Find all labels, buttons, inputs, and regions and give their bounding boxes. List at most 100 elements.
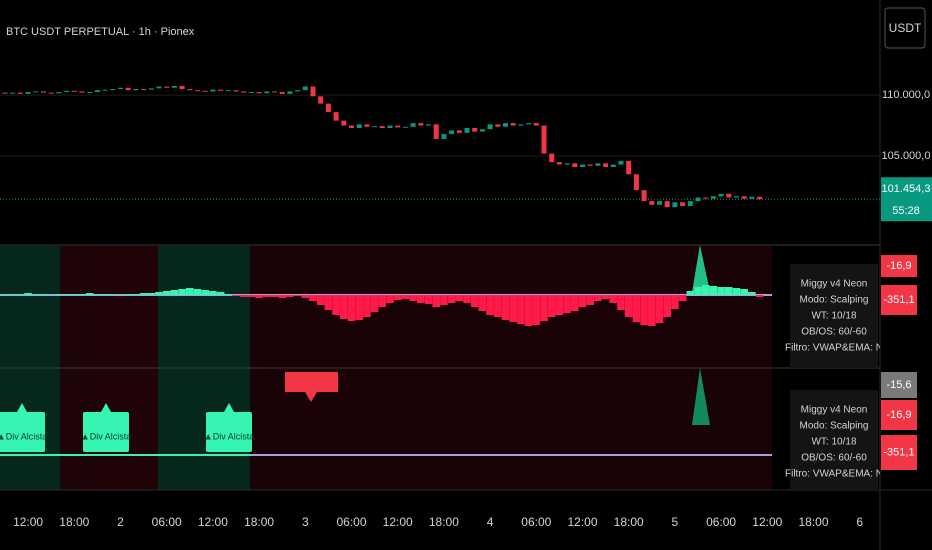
y-tick-label: 110.000,0	[882, 89, 930, 101]
candle	[341, 120, 347, 126]
candle	[318, 96, 324, 104]
histogram-bar	[755, 295, 764, 297]
histogram-bar	[663, 295, 671, 317]
info-line: Modo: Scalping	[800, 295, 869, 306]
candle	[233, 90, 239, 92]
candle	[225, 90, 231, 92]
histogram-bar	[563, 295, 571, 313]
candle	[618, 160, 624, 165]
histogram-bar	[263, 295, 271, 297]
histogram-bar	[555, 295, 564, 315]
annotation-pointer	[224, 403, 234, 412]
histogram-bar	[432, 295, 440, 307]
candle	[17, 92, 23, 94]
histogram-bar	[186, 288, 194, 295]
currency-button[interactable]	[884, 7, 926, 49]
histogram-bar	[401, 295, 410, 299]
histogram-bar	[386, 295, 394, 303]
candle	[641, 190, 647, 202]
histogram-bar	[632, 295, 641, 322]
candle	[41, 91, 46, 93]
candle	[118, 87, 123, 89]
pane-price-box	[881, 255, 917, 277]
currency-button-label[interactable]: USDT	[889, 21, 922, 35]
histogram-bar	[78, 294, 86, 295]
histogram-bar	[694, 287, 702, 295]
info-line: Filtro: VWAP&EMA: N	[785, 469, 883, 480]
histogram-bar	[732, 288, 741, 295]
candle	[287, 91, 293, 94]
histogram-bar	[586, 295, 594, 305]
histogram-bar	[424, 295, 433, 304]
candle	[325, 103, 331, 113]
pane-price-label: -16,9	[886, 260, 911, 272]
symbol-title: BTC USDT PERPETUAL · 1h · Pionex	[6, 26, 195, 38]
histogram-bar	[594, 295, 602, 301]
histogram-bar	[309, 295, 317, 301]
candle	[426, 124, 431, 126]
histogram-bar	[671, 295, 679, 309]
candle	[141, 88, 147, 90]
histogram-bar	[463, 295, 471, 303]
pane-price-box	[881, 372, 917, 398]
candle	[510, 123, 516, 126]
candle	[526, 123, 532, 125]
histogram-bar	[155, 292, 163, 295]
histogram-bar	[70, 294, 79, 295]
x-tick-label: 06:00	[152, 515, 182, 529]
histogram-bar	[686, 291, 695, 295]
candle	[56, 92, 62, 94]
x-tick-label: 18:00	[244, 515, 274, 529]
candle	[580, 164, 585, 167]
histogram-bar	[170, 290, 179, 295]
candle	[710, 196, 716, 199]
last-price-label: 101.454,3	[882, 183, 931, 195]
info-box	[790, 264, 878, 368]
x-tick-label: 3	[302, 515, 309, 529]
candle	[649, 201, 655, 205]
histogram-bar	[201, 290, 209, 295]
x-tick-label: 12:00	[567, 515, 597, 529]
annotation-box	[83, 412, 129, 452]
signal-triangle	[692, 368, 710, 425]
histogram-bar	[447, 295, 456, 303]
candle	[487, 124, 493, 130]
histogram-bar	[85, 293, 94, 295]
histogram-bar	[347, 295, 356, 321]
candle	[64, 90, 70, 93]
histogram-bar	[440, 295, 448, 305]
candle	[71, 90, 77, 92]
candle	[572, 163, 578, 167]
candle	[479, 129, 485, 132]
histogram-bar	[601, 295, 610, 299]
pane-price-label: -351,1	[883, 294, 914, 306]
histogram-bar	[32, 294, 40, 295]
histogram-bar	[270, 295, 279, 297]
histogram-bar	[209, 291, 217, 295]
candle	[272, 91, 277, 93]
countdown: 55:28	[892, 205, 920, 217]
candle	[148, 88, 154, 90]
histogram-bar	[109, 294, 117, 295]
info-line: OB/OS: 60/-60	[801, 327, 867, 338]
histogram-bar	[501, 295, 510, 320]
candle	[387, 125, 393, 128]
histogram-bar	[709, 286, 718, 295]
histogram-bar	[725, 287, 733, 295]
last-price-box	[881, 177, 932, 222]
candle	[202, 90, 208, 92]
histogram-bar	[1, 294, 9, 295]
candle	[79, 91, 85, 93]
x-tick-label: 12:00	[198, 515, 228, 529]
histogram-bar	[547, 295, 556, 317]
info-line: Modo: Scalping	[800, 421, 869, 432]
x-tick-label: 06:00	[521, 515, 551, 529]
candle	[94, 90, 100, 93]
candle	[179, 85, 185, 89]
x-tick-label: 12:00	[383, 515, 413, 529]
histogram-bar	[232, 295, 240, 296]
pane-price-box	[881, 400, 917, 430]
candle	[541, 125, 547, 154]
candle	[349, 125, 354, 128]
